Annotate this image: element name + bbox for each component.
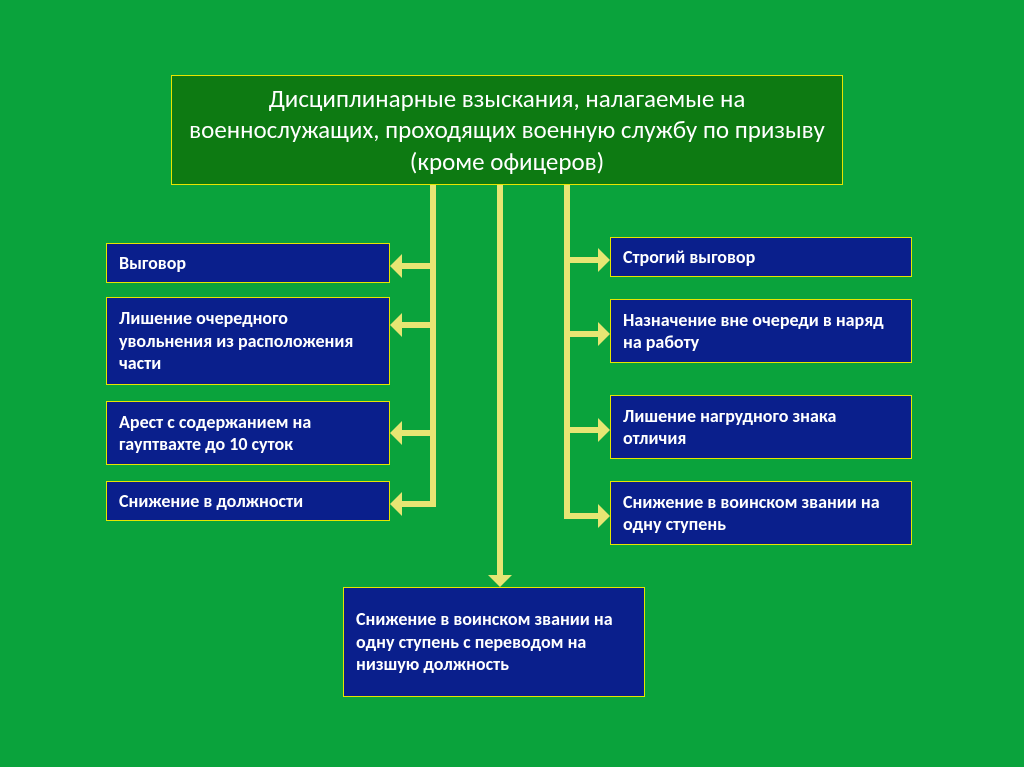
right-item-0-label: Строгий выговор — [623, 246, 755, 269]
right-item-2-label: Лишение нагрудного знака отличия — [623, 405, 899, 450]
connector-vertical — [430, 185, 436, 507]
arrowhead-icon — [390, 421, 402, 445]
right-item-3-label: Снижение в воинском звании на одну ступе… — [623, 491, 899, 536]
connector-horizontal — [402, 263, 436, 269]
connector-horizontal — [564, 427, 598, 433]
left-item-0-label: Выговор — [119, 252, 186, 275]
connector-horizontal — [564, 331, 598, 337]
left-item-2-label: Арест с содержанием на гауптвахте до 10 … — [119, 411, 377, 456]
right-item-1: Назначение вне очереди в наряд на работу — [610, 299, 912, 363]
left-item-3-label: Снижение в должности — [119, 490, 303, 513]
right-item-0: Строгий выговор — [610, 237, 912, 277]
left-item-1-label: Лишение очередного увольнения из располо… — [119, 307, 377, 375]
arrowhead-icon — [598, 322, 610, 346]
arrowhead-icon — [488, 575, 512, 587]
title-text: Дисциплинарные взыскания, налагаемые на … — [184, 83, 830, 177]
arrowhead-icon — [598, 418, 610, 442]
arrowhead-icon — [598, 248, 610, 272]
left-item-3: Снижение в должности — [106, 481, 390, 521]
connector-vertical — [564, 185, 570, 519]
connector-horizontal — [402, 501, 436, 507]
title-box: Дисциплинарные взыскания, налагаемые на … — [171, 75, 843, 185]
left-item-0: Выговор — [106, 243, 390, 283]
arrowhead-icon — [390, 492, 402, 516]
connector-horizontal — [564, 257, 598, 263]
left-item-1: Лишение очередного увольнения из располо… — [106, 297, 390, 385]
connector-horizontal — [402, 322, 436, 328]
arrowhead-icon — [390, 313, 402, 337]
arrowhead-icon — [390, 254, 402, 278]
arrowhead-icon — [598, 504, 610, 528]
bottom-item: Снижение в воинском звании на одну ступе… — [343, 587, 645, 697]
connector-horizontal — [402, 430, 436, 436]
bottom-item-label: Снижение в воинском звании на одну ступе… — [356, 608, 632, 676]
right-item-3: Снижение в воинском звании на одну ступе… — [610, 481, 912, 545]
left-item-2: Арест с содержанием на гауптвахте до 10 … — [106, 401, 390, 465]
right-item-2: Лишение нагрудного знака отличия — [610, 395, 912, 459]
connector-horizontal — [564, 513, 598, 519]
connector-vertical — [497, 185, 503, 575]
right-item-1-label: Назначение вне очереди в наряд на работу — [623, 309, 899, 354]
